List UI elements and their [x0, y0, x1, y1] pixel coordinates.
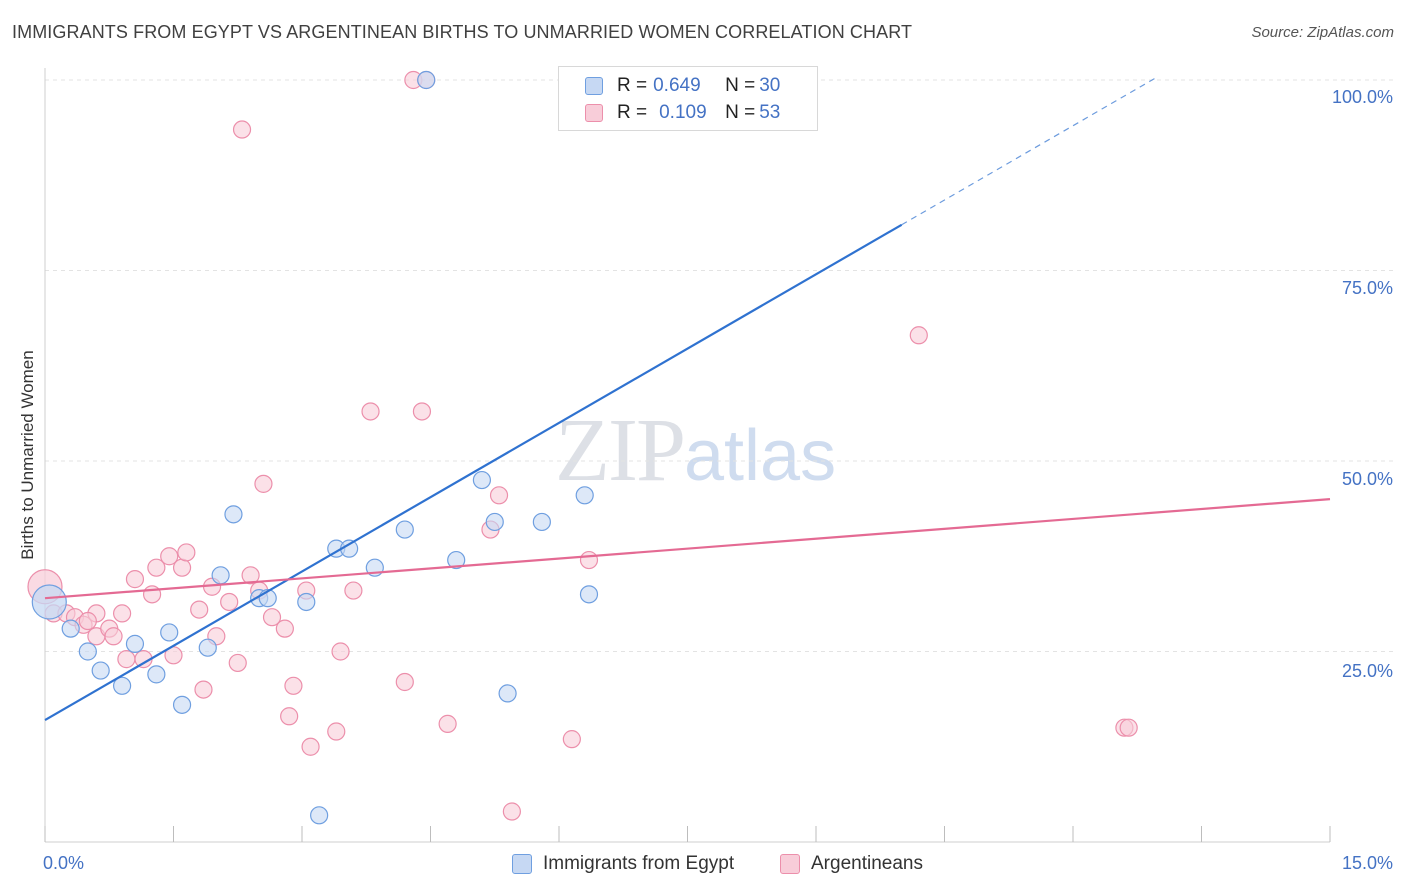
data-point — [211, 566, 230, 585]
data-point — [579, 585, 599, 604]
legend-r-label: R = — [617, 75, 648, 96]
trend-line-egypt — [44, 223, 903, 722]
data-point — [117, 650, 136, 669]
data-point — [262, 608, 282, 627]
data-point — [485, 512, 504, 532]
series-legend-argentineans: Argentineans — [780, 851, 923, 877]
series-swatch-argentineans — [780, 854, 800, 874]
tick-labels: 25.0% 50.0% 75.0% 100.0% 0.0% 15.0% — [43, 87, 1393, 873]
data-point — [254, 474, 273, 493]
watermark-atlas: atlas — [684, 416, 837, 496]
data-point — [297, 592, 316, 612]
data-point — [498, 684, 517, 703]
data-point — [502, 802, 521, 821]
trend-line-argentineans — [44, 498, 1331, 600]
chart-title: IMMIGRANTS FROM EGYPT VS ARGENTINEAN BIR… — [12, 22, 913, 42]
data-point — [301, 737, 320, 756]
data-point — [112, 676, 132, 695]
data-point — [78, 611, 97, 631]
data-point — [224, 505, 243, 524]
y-tick-label: 100.0% — [1332, 87, 1393, 107]
legend-n-value: 30 — [759, 75, 781, 96]
data-point — [190, 600, 209, 619]
data-point — [160, 623, 179, 642]
data-point — [194, 680, 213, 699]
data-point — [91, 661, 110, 680]
data-point — [395, 672, 414, 692]
data-point — [909, 326, 928, 345]
data-point — [125, 570, 145, 589]
y-tick-label: 50.0% — [1342, 469, 1393, 489]
data-point — [489, 486, 509, 505]
series-swatch-egypt — [512, 854, 532, 874]
data-point — [78, 642, 97, 661]
data-point — [562, 730, 581, 749]
data-point — [31, 584, 67, 620]
data-point — [241, 566, 260, 585]
data-point — [395, 520, 414, 539]
legend-n-label: N = — [725, 75, 756, 96]
data-point — [284, 676, 303, 695]
data-point — [327, 722, 346, 741]
data-point — [112, 604, 132, 623]
data-points — [27, 70, 1138, 825]
legend-n-label: N = — [725, 102, 756, 123]
data-point — [275, 619, 294, 638]
grid-lines — [45, 79, 1395, 652]
legend-row-argentineans: R = 0.109 N = 53 — [585, 101, 780, 125]
legend-r-value: 0.109 — [659, 102, 707, 123]
series-name-argentineans: Argentineans — [811, 853, 923, 874]
data-point — [280, 707, 299, 726]
data-point — [361, 402, 380, 421]
data-point — [232, 120, 252, 139]
data-point — [447, 550, 466, 570]
series-name-egypt: Immigrants from Egypt — [543, 853, 735, 874]
data-point — [1119, 718, 1138, 737]
legend-swatch-argentineans — [585, 104, 603, 122]
data-point — [125, 634, 145, 653]
data-point — [438, 714, 457, 733]
source-label: Source: ZipAtlas.com — [1251, 24, 1394, 41]
stats-legend: R = 0.649 N = 30 R = 0.109 N = 53 — [558, 66, 818, 131]
x-tick-label: 15.0% — [1342, 853, 1393, 873]
data-point — [331, 642, 350, 661]
legend-n-value: 53 — [759, 102, 781, 123]
data-point — [575, 486, 594, 505]
trend-lines — [44, 75, 1331, 722]
data-point — [160, 547, 179, 566]
legend-swatch-egypt — [585, 77, 603, 95]
data-point — [532, 512, 551, 532]
data-point — [220, 592, 239, 612]
data-point — [417, 70, 436, 90]
data-point — [177, 543, 196, 562]
legend-row-egypt: R = 0.649 N = 30 — [585, 74, 780, 98]
watermark: ZIPatlas — [555, 405, 836, 496]
y-tick-label: 25.0% — [1342, 661, 1393, 681]
y-tick-label: 75.0% — [1342, 278, 1393, 298]
data-point — [579, 550, 599, 570]
legend-r-label: R = — [617, 102, 648, 123]
data-point — [228, 653, 247, 673]
trend-line-egypt-extension — [901, 75, 1159, 226]
data-point — [310, 806, 329, 825]
data-point — [147, 665, 166, 684]
data-point — [412, 402, 432, 421]
data-point — [198, 638, 217, 657]
data-point — [147, 558, 166, 577]
data-point — [172, 558, 192, 577]
data-point — [104, 627, 123, 646]
data-point — [344, 581, 363, 600]
watermark-zip: ZIP — [555, 401, 686, 500]
data-point — [172, 695, 192, 714]
data-point — [472, 470, 491, 490]
axes — [44, 68, 1331, 843]
x-tick-label: 0.0% — [43, 853, 84, 873]
legend-r-value: 0.649 — [653, 75, 701, 96]
data-point — [61, 619, 80, 638]
series-legend-egypt: Immigrants from Egypt — [512, 851, 734, 877]
